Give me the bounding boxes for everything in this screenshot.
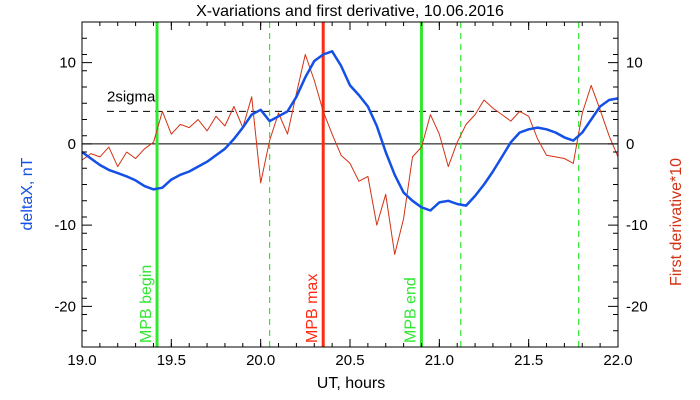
plot-area: 2sigma MPB begin MPB max MPB end 19.0 19.5 20.… [54, 21, 648, 369]
y-tick-label-left-1: -10 [54, 217, 76, 234]
x-tick-label-5: 21.5 [514, 352, 543, 369]
x-tick-label-2: 20.0 [246, 352, 275, 369]
y-axis-label-right: First derivative*10 [668, 158, 685, 286]
y-tick-label-left-0: -20 [54, 298, 76, 315]
chart-title: X-variations and first derivative, 10.06… [196, 3, 504, 20]
x-tick-label-1: 19.5 [157, 352, 186, 369]
x-tick-label-6: 22.0 [603, 352, 632, 369]
y-tick-label-left-2: 0 [68, 136, 76, 153]
plot-frame [81, 21, 619, 348]
series-line-deltax [81, 50, 619, 212]
x-tick-label-4: 21.0 [425, 352, 454, 369]
x-tick-label-0: 19.0 [67, 352, 96, 369]
y-axis-label-left: deltaX, nT [19, 157, 36, 230]
series-line-derivative [81, 54, 619, 255]
marker-label-2: MPB max [304, 274, 321, 343]
marker-label-3: MPB end [402, 277, 419, 343]
x-axis-label: UT, hours [317, 375, 385, 392]
marker-label-0: MPB begin [138, 265, 155, 343]
y-tick-label-right-1: -10 [626, 217, 648, 234]
x-tick-label-3: 20.5 [335, 352, 364, 369]
y-tick-label-right-0: -20 [626, 298, 648, 315]
y-tick-label-left-3: 10 [59, 55, 76, 72]
sigma-label: 2sigma [107, 88, 156, 105]
y-tick-label-right-3: 10 [626, 55, 643, 72]
y-tick-label-right-2: 0 [626, 136, 634, 153]
